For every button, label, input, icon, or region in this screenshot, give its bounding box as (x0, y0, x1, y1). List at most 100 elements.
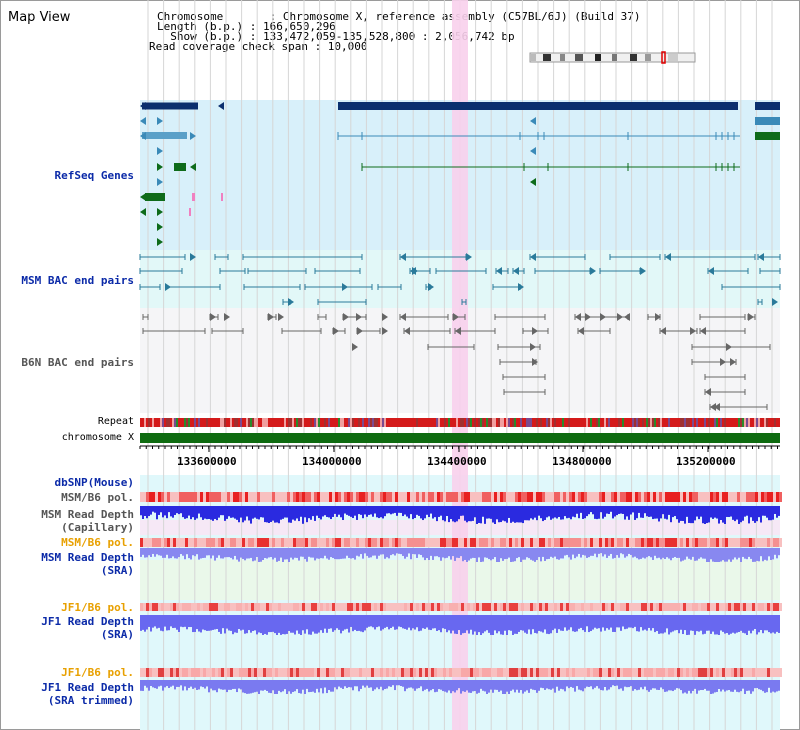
polymorphism-segment (671, 538, 674, 547)
polymorphism-segment (191, 668, 194, 677)
repeat-element (578, 418, 580, 427)
polymorphism-segment (725, 668, 728, 677)
track-label-jf1-pol-1[interactable]: JF1/B6 pol. (61, 601, 134, 614)
read-depth-bar (246, 506, 248, 517)
read-depth-bar (596, 615, 598, 629)
track-label-b6n-bac[interactable]: B6N BAC end pairs (21, 356, 134, 369)
polymorphism-segment (185, 603, 188, 611)
polymorphism-segment (578, 538, 581, 547)
read-depth-bar (532, 680, 534, 690)
track-label-msm-depth-sra[interactable]: MSM Read Depth (SRA) (41, 551, 134, 577)
polymorphism-segment (722, 603, 725, 611)
read-depth-bar (398, 680, 400, 686)
polymorphism-segment (311, 492, 314, 502)
track-label-msm-pol-1[interactable]: MSM/B6 pol. (61, 491, 134, 504)
track-label-jf1-pol-2[interactable]: JF1/B6 pol. (61, 666, 134, 679)
repeat-element (598, 418, 600, 427)
polymorphism-segment (587, 603, 590, 611)
read-depth-bar (424, 548, 426, 561)
read-depth-bar (378, 615, 380, 627)
read-depth-bar (404, 615, 406, 629)
repeat-element (620, 418, 622, 427)
track-label-msm-depth-capillary[interactable]: MSM Read Depth (Capillary) (41, 508, 134, 534)
polymorphism-segment (605, 538, 608, 547)
read-depth-bar (630, 506, 632, 515)
track-label-dbsnp[interactable]: dbSNP(Mouse) (54, 476, 134, 489)
read-depth-bar (526, 506, 528, 521)
read-depth-bar (392, 548, 394, 555)
polymorphism-segment (593, 668, 596, 677)
read-depth-bar (486, 548, 488, 558)
polymorphism-segment (524, 603, 527, 611)
read-depth-bar (734, 506, 736, 522)
read-depth-bar (388, 615, 390, 630)
polymorphism-segment (422, 603, 425, 611)
read-depth-bar (666, 506, 668, 520)
polymorphism-segment (209, 538, 212, 547)
repeat-element (626, 418, 628, 427)
read-depth-bar (258, 615, 260, 633)
polymorphism-segment (500, 538, 503, 547)
track-label-repeat[interactable]: Repeat (97, 416, 134, 427)
repeat-element (278, 418, 280, 427)
polymorphism-segment (239, 538, 242, 547)
read-depth-bar (600, 506, 602, 513)
polymorphism-segment (623, 538, 626, 547)
repeat-element (270, 418, 272, 427)
polymorphism-segment (311, 538, 314, 547)
read-depth-bar (338, 548, 340, 560)
polymorphism-segment (632, 538, 635, 547)
read-depth-bar (282, 680, 284, 692)
read-depth-bar (394, 506, 396, 513)
track-label-msm-bac[interactable]: MSM BAC end pairs (21, 274, 134, 287)
read-depth-bar (324, 680, 326, 688)
repeat-element (340, 418, 342, 427)
polymorphism-segment (707, 538, 710, 547)
read-depth-bar (208, 506, 210, 519)
repeat-element (414, 418, 416, 427)
polymorphism-segment (386, 668, 389, 677)
track-label-jf1-depth-sra[interactable]: JF1 Read Depth (SRA) (41, 615, 134, 641)
read-depth-bar (210, 680, 212, 689)
polymorphism-segment (602, 603, 605, 611)
read-depth-bar (492, 680, 494, 693)
read-depth-bar (652, 615, 654, 629)
polymorphism-segment (473, 668, 476, 677)
polymorphism-segment (362, 668, 365, 677)
read-depth-bar (630, 615, 632, 628)
read-depth-bar (508, 548, 510, 558)
polymorphism-segment (599, 492, 602, 502)
polymorphism-segment (698, 668, 701, 677)
polymorphism-segment (227, 603, 230, 611)
polymorphism-segment (161, 668, 164, 677)
read-depth-bar (318, 506, 320, 519)
polymorphism-segment (335, 492, 338, 502)
polymorphism-segment (314, 492, 317, 502)
polymorphism-segment (431, 492, 434, 502)
repeat-element (730, 418, 732, 427)
gene-arrow (157, 208, 163, 216)
read-depth-bar (490, 680, 492, 690)
polymorphism-segment (461, 668, 464, 677)
polymorphism-segment (620, 668, 623, 677)
gene-block (755, 132, 780, 140)
polymorphism-segment (200, 492, 203, 502)
read-depth-bar (692, 615, 694, 631)
read-depth-bar (632, 506, 634, 513)
track-label-refseq[interactable]: RefSeq Genes (54, 169, 134, 182)
read-depth-bar (382, 506, 384, 519)
track-label-msm-pol-2[interactable]: MSM/B6 pol. (61, 536, 134, 549)
read-depth-bar (484, 506, 486, 524)
polymorphism-segment (626, 492, 629, 502)
polymorphism-segment (278, 668, 281, 677)
repeat-element (242, 418, 244, 427)
read-depth-bar (610, 548, 612, 554)
track-label-jf1-depth-trimmed[interactable]: JF1 Read Depth (SRA trimmed) (41, 681, 134, 707)
read-depth-bar (760, 506, 762, 523)
read-depth-bar (702, 506, 704, 524)
read-depth-bar (384, 615, 386, 628)
polymorphism-segment (413, 668, 416, 677)
polymorphism-segment (290, 538, 293, 547)
repeat-element (156, 418, 158, 427)
